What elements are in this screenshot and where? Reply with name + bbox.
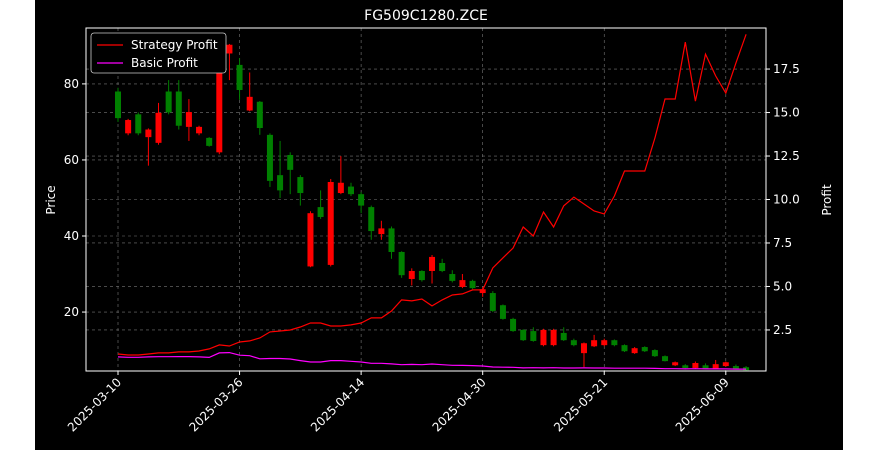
candle-body [540,329,547,346]
y2-tick-label: 15.0 [773,106,800,120]
candle-body [439,263,446,271]
chart-title: FG509C1280.ZCE [364,8,488,24]
candle-body [165,91,172,113]
candle-body [449,274,456,281]
candle-body [206,137,213,146]
candle-body [277,175,284,191]
y2-tick-label: 7.5 [773,236,792,250]
candle-body [408,270,415,279]
candle-body [722,362,729,367]
candle-body [479,289,486,294]
candle-body [662,356,669,362]
candle-body [702,365,709,370]
figure-background [35,0,843,450]
candle-body [682,365,689,368]
y-tick-label: 60 [64,153,79,167]
profit-line [117,34,747,356]
candle-body [378,228,385,235]
legend-box [90,32,227,74]
candle-body [287,155,294,170]
y-tick-label: 80 [64,77,79,91]
candle-body [175,91,182,126]
candle-body [266,134,273,181]
candle-body [469,280,476,289]
candle-body [236,64,243,90]
candle-body [185,112,192,127]
candle-body [196,126,203,134]
y2-tick-label: 17.5 [773,62,800,76]
candle-body [580,343,587,354]
candle-body [499,305,506,319]
candle-body [601,340,608,346]
candle-body [327,182,334,265]
candle-body [550,329,557,346]
candle-body [135,114,142,134]
candle-body [145,129,152,138]
candle-body [246,96,253,111]
y2-tick-label: 10.0 [773,193,800,207]
legend: Strategy Profit Basic Profit [90,32,227,74]
candle-body [692,363,699,368]
y2-tick-label: 12.5 [773,149,800,163]
candle-body [115,91,121,119]
candle-body [459,280,466,287]
y2-tick-label: 2.5 [773,323,792,337]
y-tick-label: 40 [64,229,79,243]
plot-frame [85,27,767,372]
candle-body [631,348,638,354]
candle-body [216,59,223,153]
legend-label: Basic Profit [131,56,198,70]
legend-label: Strategy Profit [131,38,218,52]
candle-body [337,182,344,194]
candle-body [672,362,679,366]
candle-body [226,44,233,54]
candle-body [125,120,132,134]
candle-body [611,340,618,346]
candle-body [510,318,517,332]
candle-body [347,186,354,195]
candle-body [368,207,375,232]
candle-body [591,340,598,347]
candle-body [155,112,162,143]
candle-body [621,345,628,352]
candle-body [560,332,567,341]
y-tick-label: 20 [64,305,79,319]
candle-body [297,177,304,194]
candle-body [712,364,719,370]
candle-body [358,194,365,206]
candle-body [317,207,324,217]
candle-body [307,213,314,267]
candle-body [520,329,527,341]
candle-body [570,340,577,346]
y-axis-label: Price [44,185,58,214]
candle-body [732,366,739,370]
y2-axis-label: Profit [820,184,834,216]
candle-body [489,293,496,311]
candle-body [429,256,436,271]
y2-tick-label: 5.0 [773,279,792,293]
candle-body [256,101,263,129]
candle-body [530,331,537,341]
candle-body [651,350,658,357]
profit-line [117,351,747,370]
candle-body [398,251,405,276]
candle-body [388,228,395,252]
candle-body [418,270,425,281]
candle-body [641,347,648,352]
